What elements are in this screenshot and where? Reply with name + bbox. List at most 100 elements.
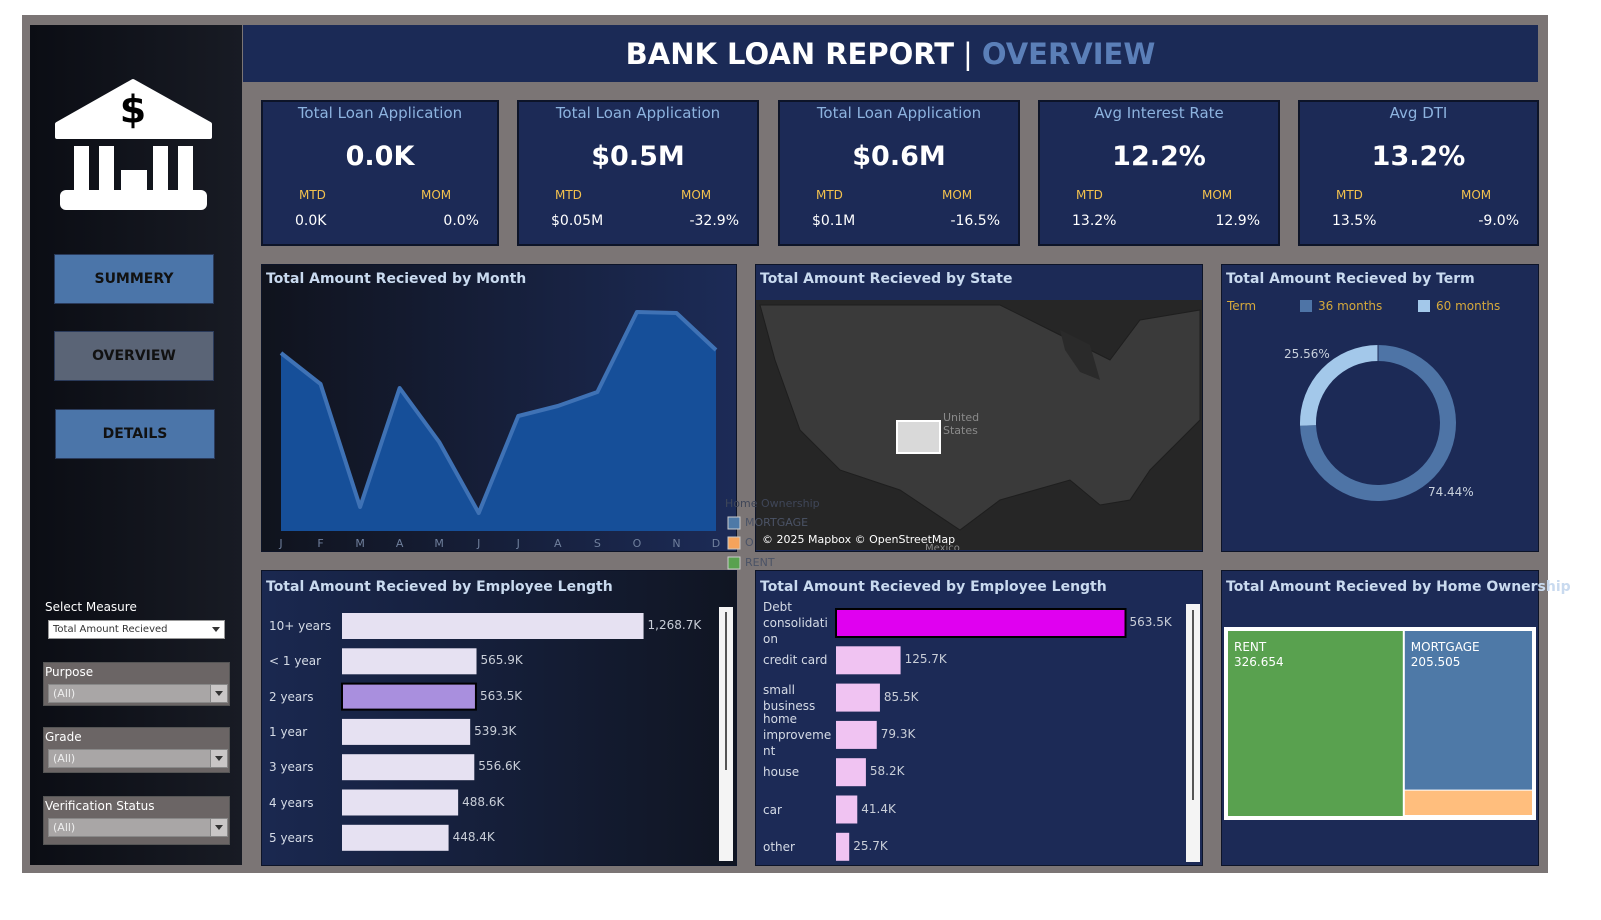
dropdown-arrow: [210, 750, 227, 767]
kpi-mom-value: -16.5%: [950, 213, 1000, 229]
category-label: 5 years: [269, 830, 314, 845]
bank-icon: $: [55, 79, 212, 210]
header: BANK LOAN REPORT | OVERVIEW: [243, 25, 1538, 82]
filter-label: Select Measure: [45, 600, 137, 614]
scrollbars: [719, 604, 1200, 862]
chart-title: Total Amount Recieved by Employee Length: [760, 579, 1107, 595]
kpi-mtd-value: 13.5%: [1332, 213, 1377, 229]
kpi-mom-label: MOM: [1202, 188, 1233, 202]
nav-button[interactable]: DETAILS: [55, 409, 215, 459]
filter: Grade (All): [43, 727, 230, 773]
kpi-mtd-label: MTD: [1076, 188, 1103, 202]
kpi-value: $0.6M: [852, 141, 946, 172]
legend-label: RENT: [745, 556, 775, 569]
kpi-mom-label: MOM: [942, 188, 973, 202]
dropdown-value: (All): [53, 821, 76, 834]
kpi-mom-label: MOM: [1461, 188, 1492, 202]
kpi-mtd-value: 0.0K: [295, 213, 327, 229]
bar: [342, 789, 459, 816]
data-label: 556.6K: [478, 759, 521, 774]
legend-swatch: [727, 556, 741, 570]
category-label: car: [763, 802, 782, 817]
kpi-card: [1298, 100, 1539, 246]
data-label: 539.3K: [474, 723, 517, 738]
x-tick-label: M: [434, 537, 444, 550]
category-label: credit card: [763, 653, 828, 668]
data-label: 563.5K: [1129, 615, 1172, 629]
category-label: Debt consolidation: [763, 600, 828, 646]
x-tick-label: J: [516, 537, 520, 550]
legend-label: MORTGAGE: [745, 516, 809, 529]
data-label: 448.4K: [452, 829, 495, 844]
kpi-value: 0.0K: [345, 141, 415, 172]
dropdown-arrow: [210, 819, 227, 836]
data-label: 85.5K: [883, 689, 919, 704]
filter-dropdown[interactable]: (All): [48, 684, 228, 703]
bar: [836, 758, 866, 787]
legend-swatch: [727, 516, 741, 530]
filter-dropdown[interactable]: (All): [48, 818, 228, 837]
logo-symbol: $: [120, 88, 146, 132]
category-label: 3 years: [269, 760, 314, 775]
chart-title: Total Amount Recieved by State: [760, 271, 1013, 287]
header-separator: |: [963, 36, 973, 71]
legend-swatch: [727, 536, 741, 550]
kpi-mom-value: -9.0%: [1478, 213, 1519, 229]
legend-label: 60 months: [1436, 299, 1501, 313]
chart-title: Total Amount Recieved by Term: [1226, 271, 1475, 287]
x-tick-label: O: [632, 537, 642, 550]
filter-label: Grade: [45, 730, 82, 744]
kpi-card: [778, 100, 1020, 246]
kpi-card: [1038, 100, 1280, 246]
chart-title: Total Amount Recieved by Employee Length: [266, 579, 613, 595]
map-attribution: © 2025 Mapbox © OpenStreetMap: [762, 533, 956, 546]
header-title: BANK LOAN REPORT: [625, 36, 955, 71]
bar: [836, 720, 877, 749]
dropdown-value: Total Amount Recieved: [53, 624, 168, 635]
measure-dropdown[interactable]: Total Amount Recieved: [48, 620, 225, 639]
kpi-mtd-label: MTD: [816, 188, 843, 202]
filter-dropdown[interactable]: (All): [48, 749, 228, 768]
x-tick-label: A: [395, 537, 404, 550]
donut-segment: [1300, 345, 1378, 426]
bar: [342, 648, 477, 675]
kpi-mtd-value: $0.05M: [551, 213, 604, 229]
bar: [342, 824, 449, 851]
x-tick-label: S: [593, 537, 601, 550]
x-tick-label: N: [672, 537, 681, 550]
category-label: home improvement: [763, 711, 832, 758]
chart-panel: [1221, 264, 1539, 552]
kpi-title: Avg Interest Rate: [1094, 104, 1224, 122]
kpi-value: 13.2%: [1371, 141, 1466, 172]
cell-label: MORTGAGE: [1410, 640, 1480, 654]
kpi-title: Total Loan Application: [816, 104, 982, 122]
nav-button[interactable]: SUMMERY: [54, 254, 214, 304]
kpi-mom-value: 0.0%: [443, 213, 479, 229]
filter: Purpose (All): [43, 662, 230, 706]
data-label: 25.56%: [1284, 346, 1330, 361]
kpi-value: 12.2%: [1112, 141, 1206, 172]
data-label: 25.7K: [853, 838, 888, 853]
nav-button[interactable]: OVERVIEW: [54, 331, 214, 381]
legend-label: 36 months: [1318, 299, 1383, 313]
data-label: 565.9K: [480, 653, 523, 668]
cell-value: 326.654: [1234, 655, 1284, 669]
bar: [342, 613, 644, 639]
header-subtitle: OVERVIEW: [981, 36, 1156, 71]
category-label: small business: [763, 682, 816, 713]
dropdown-arrow: [210, 685, 227, 702]
x-tick-label: A: [554, 537, 562, 550]
category-label: < 1 year: [269, 654, 322, 669]
bar: [835, 608, 1127, 638]
x-tick-label: J: [279, 537, 283, 550]
map-lakes: [1060, 330, 1100, 380]
category-label: other: [763, 839, 795, 854]
category-label: 10+ years: [269, 619, 332, 633]
treemap-cell: [1404, 790, 1532, 815]
dropdown-arrow: [208, 621, 224, 638]
dropdown-value: (All): [53, 752, 76, 765]
area: [281, 312, 716, 531]
data-label: 488.6K: [462, 794, 505, 809]
